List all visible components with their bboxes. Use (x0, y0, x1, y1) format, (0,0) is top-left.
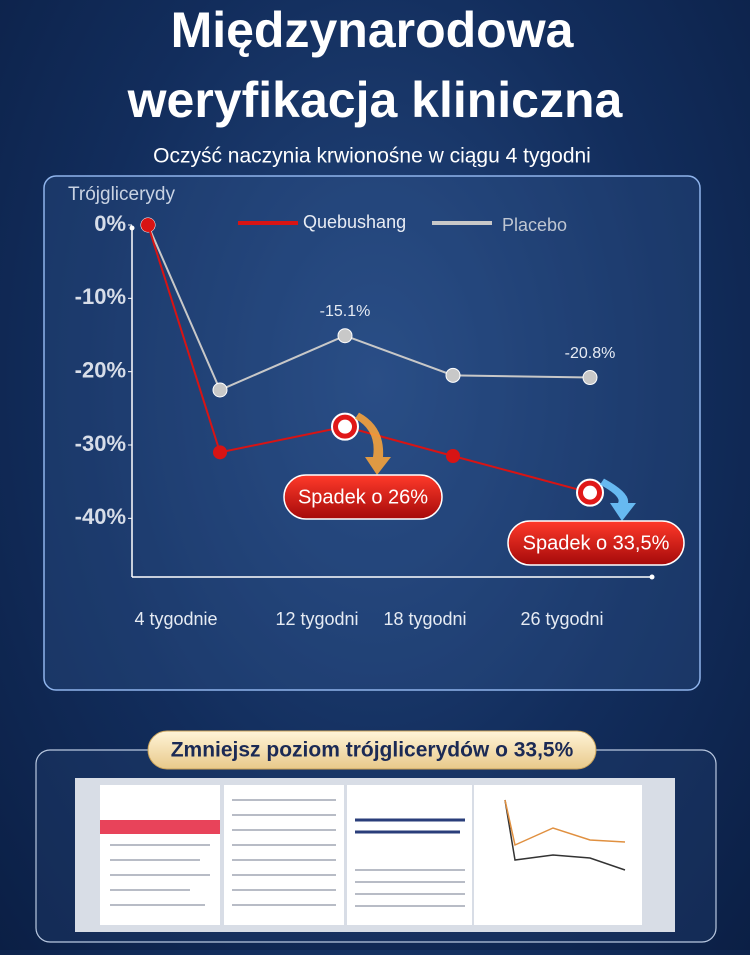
callout-arrow (355, 412, 391, 475)
banner (147, 730, 597, 770)
legend-label: Placebo (502, 215, 567, 235)
doc-heading (355, 818, 465, 834)
axis-dot (129, 225, 135, 231)
doc-page (100, 785, 220, 925)
callout-text: Spadek o 33,5% (523, 532, 670, 554)
point (337, 328, 353, 344)
doc-page (224, 785, 344, 925)
y-tick-label: -20% (75, 357, 126, 382)
title-line: weryfikacja kliniczna (127, 72, 624, 128)
point (141, 218, 155, 232)
point (446, 449, 460, 463)
y-tick-label: 0% (94, 211, 126, 236)
x-tick-label: 4 tygodnie (134, 609, 217, 629)
point (212, 382, 228, 398)
value-label: -20.8% (565, 345, 616, 362)
doc-page (347, 785, 472, 925)
point (338, 419, 352, 434)
callout-pill (507, 520, 685, 566)
x-tick-label: 18 tygodni (383, 609, 466, 629)
callout-text: Spadek o 26% (298, 486, 428, 508)
point (445, 367, 461, 383)
study-documents (75, 778, 675, 932)
doc-figure (504, 799, 626, 847)
subtitle: Oczyść naczynia krwionośne w ciągu 4 tyg… (153, 145, 591, 168)
doc-figure (504, 799, 626, 871)
point (582, 370, 598, 386)
value-label: -15.1% (320, 303, 371, 320)
x-tick-label: 12 tygodni (275, 609, 358, 629)
title-line: Międzynarodowa (171, 2, 575, 58)
legend-label: Quebushang (303, 212, 406, 232)
y-tick-label: -40% (75, 504, 126, 529)
doc-lines (110, 799, 465, 907)
y-axis-label: Trójglicerydy (68, 184, 175, 205)
plot: 0% -10% -20% -30% -40% 4 tygodnie 12 tygodni 18… (75, 211, 685, 629)
banner-text: Zmniejsz poziom trójglicerydów o 33,5% (171, 739, 574, 762)
point (583, 485, 597, 500)
point (213, 445, 227, 460)
x-tick-label: 26 tygodni (520, 609, 603, 629)
y-tick-label: -10% (75, 284, 126, 309)
axis-dot (649, 574, 655, 580)
callout-pill (283, 474, 443, 520)
y-tick-label: -30% (75, 431, 126, 456)
doc-header (100, 820, 220, 834)
callout-arrow (600, 478, 636, 521)
